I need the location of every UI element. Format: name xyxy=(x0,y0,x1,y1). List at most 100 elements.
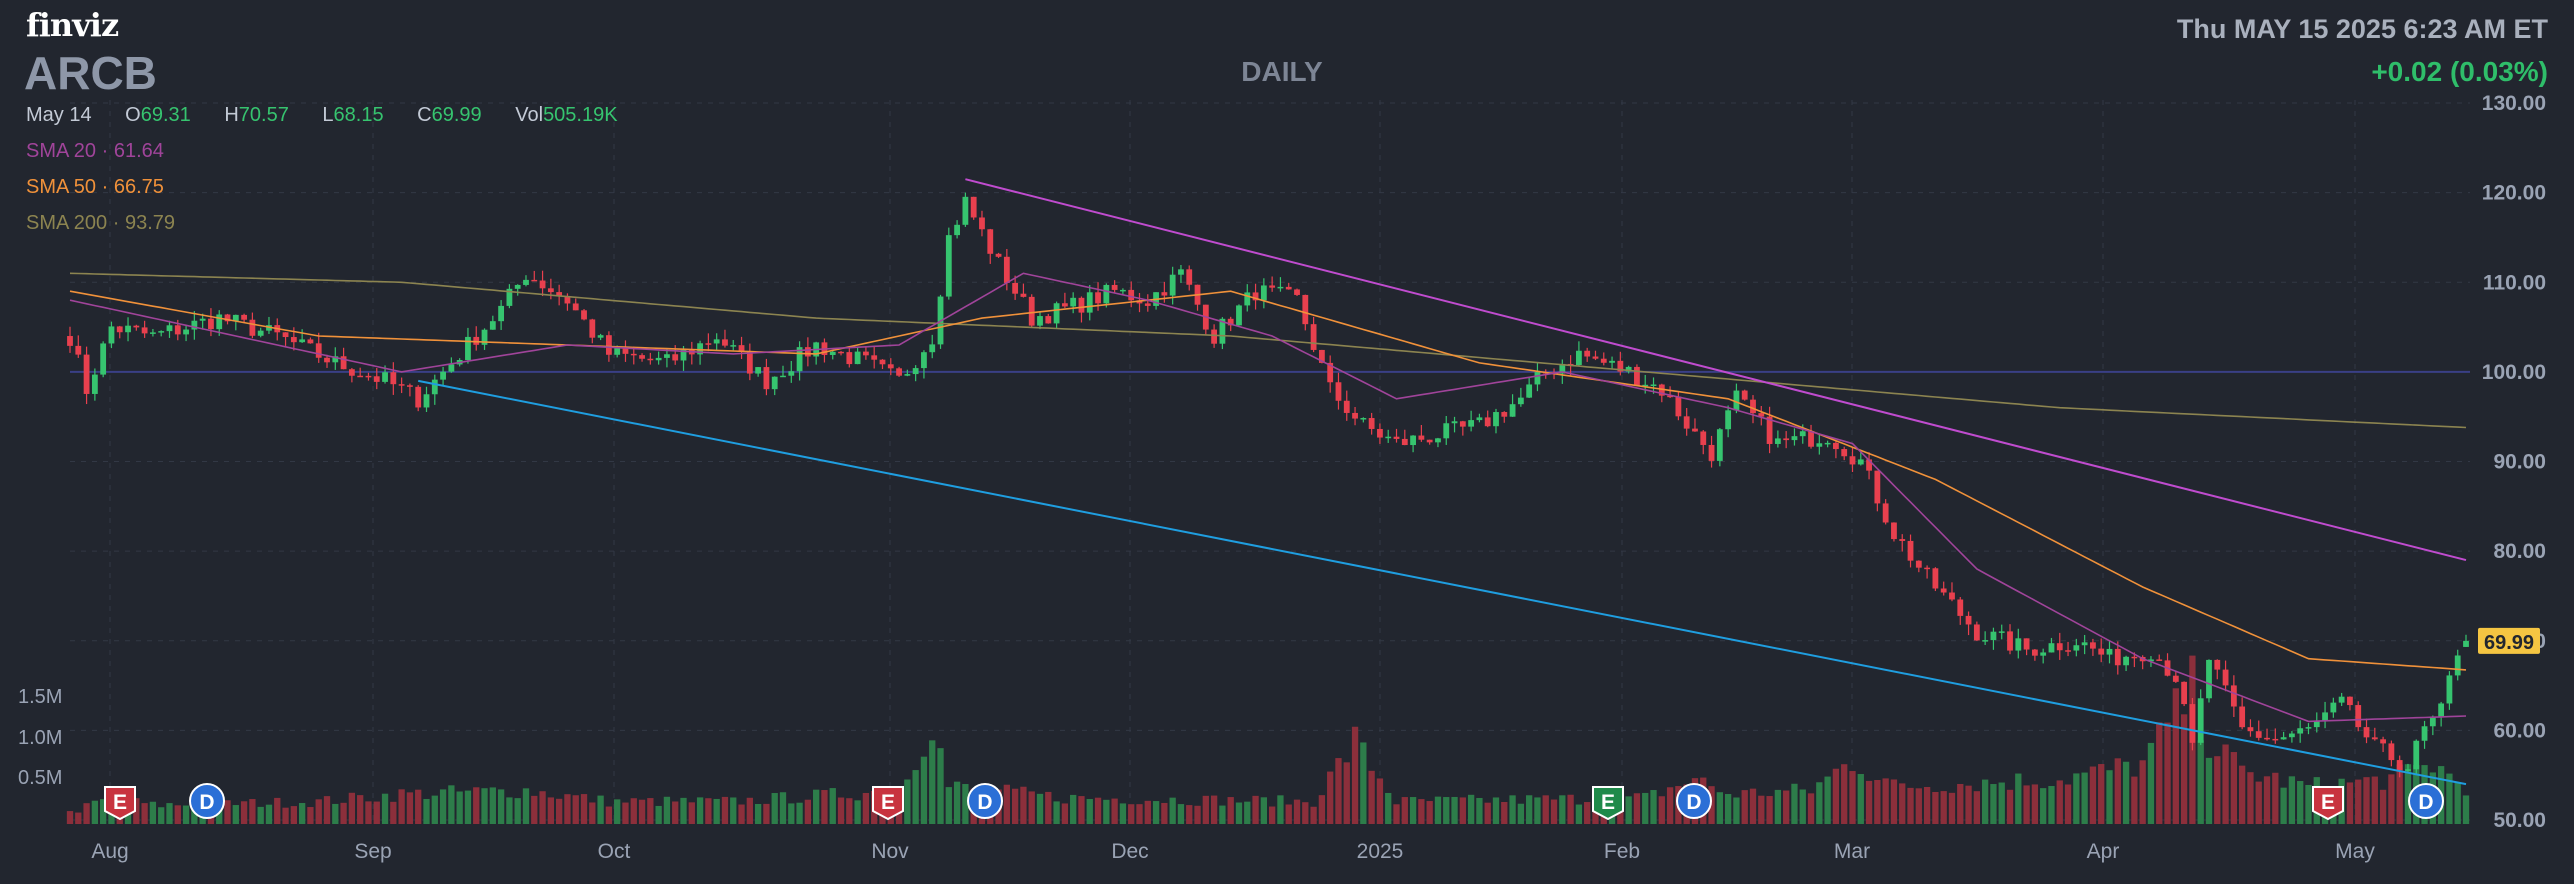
sma50-legend[interactable]: SMA 50 · 66.75 xyxy=(26,176,164,199)
candle-body xyxy=(1915,560,1922,568)
volume-bar xyxy=(1094,797,1102,824)
finviz-logo[interactable]: finviz xyxy=(26,6,119,44)
candle-body xyxy=(2421,726,2428,741)
candle-body xyxy=(979,217,985,230)
volume-bar xyxy=(1990,784,1997,824)
candle-body xyxy=(531,279,538,282)
volume-bar xyxy=(2180,714,2188,824)
volume-bar xyxy=(663,796,671,824)
candle-body xyxy=(2048,643,2055,653)
dividend-badge-shape xyxy=(967,783,1003,819)
volume-bar xyxy=(323,796,331,824)
volume-bar xyxy=(149,801,157,824)
volume-bar xyxy=(497,789,505,824)
volume-tick-label: 1.5M xyxy=(18,686,62,708)
volume-bar xyxy=(332,803,339,824)
candle-body xyxy=(1335,382,1342,401)
volume-bar xyxy=(705,798,712,824)
volume-bar xyxy=(1749,788,1757,824)
candle-body xyxy=(1866,459,1872,471)
y-axis: 130.00120.00110.00100.0090.0080.0070.006… xyxy=(2482,92,2546,832)
volume-bar xyxy=(1252,795,1259,824)
candle-body xyxy=(2363,727,2370,738)
volume-bar xyxy=(514,798,521,824)
candle-body xyxy=(547,288,554,293)
candle-body xyxy=(863,351,869,356)
volume-bar xyxy=(481,788,488,824)
y-tick-label: 100.00 xyxy=(2482,361,2546,384)
volume-bar xyxy=(1973,791,1981,824)
dividend-marker[interactable]: D xyxy=(2408,783,2444,819)
candle-body xyxy=(1368,418,1375,429)
volume-bar xyxy=(357,795,364,824)
candle-body xyxy=(1260,285,1267,301)
candle-body xyxy=(1443,423,1450,439)
sma20-value: 61.64 xyxy=(113,140,164,162)
datetime-label: Thu MAY 15 2025 6:23 AM ET xyxy=(2176,14,2548,44)
sma20-line xyxy=(69,272,2467,723)
candle-body xyxy=(1211,329,1218,344)
candle-body xyxy=(1907,540,1914,561)
earnings-marker[interactable]: E xyxy=(1592,786,1624,821)
volume-bar xyxy=(2139,760,2146,824)
volume-bar xyxy=(1741,790,1748,824)
sma20-legend[interactable]: SMA 20 · 61.64 xyxy=(26,140,164,163)
volume-bar xyxy=(2015,773,2022,824)
dividend-marker[interactable]: D xyxy=(189,783,225,819)
candle-body xyxy=(1045,316,1052,324)
volume-bar xyxy=(1202,795,1209,824)
candle-body xyxy=(373,376,380,382)
volume-bar xyxy=(1575,804,1583,824)
volume-bar xyxy=(1426,801,1433,824)
sma50-value: 66.75 xyxy=(113,176,164,198)
volume-bar xyxy=(1816,782,1823,824)
volume-bar xyxy=(249,799,256,824)
candle-body xyxy=(2023,638,2030,650)
high-value: 70.57 xyxy=(238,104,289,126)
volume-bar xyxy=(282,807,289,824)
candle-body xyxy=(1841,449,1848,457)
candle-body xyxy=(1949,592,1955,600)
volume-bar xyxy=(423,798,430,824)
candle-body xyxy=(440,371,446,380)
candle-body xyxy=(506,288,513,306)
volume-bar xyxy=(390,801,397,824)
candle-body xyxy=(655,357,662,361)
volume-bar xyxy=(1434,796,1442,824)
volume-bar xyxy=(788,803,795,824)
sma50-label: SMA 50 xyxy=(26,176,97,198)
volume-bar xyxy=(240,801,248,824)
volume-bar xyxy=(655,805,662,824)
earnings-marker[interactable]: E xyxy=(872,786,904,821)
candle-body xyxy=(1501,412,1508,417)
candle-body xyxy=(622,348,629,354)
candle-body xyxy=(945,235,952,297)
volume-bar xyxy=(2197,740,2204,824)
volume-bar xyxy=(298,803,306,824)
earnings-marker[interactable]: E xyxy=(2312,786,2344,821)
volume-bar xyxy=(2363,777,2370,824)
dividend-marker[interactable]: D xyxy=(1676,783,1712,819)
candle-body xyxy=(2206,659,2212,699)
sma200-legend[interactable]: SMA 200 · 93.79 xyxy=(26,212,175,235)
volume-bar xyxy=(622,802,629,824)
close-label: C xyxy=(417,104,432,126)
candles xyxy=(67,192,2469,778)
candle-body xyxy=(357,375,364,378)
volume-bar xyxy=(1791,783,1798,824)
volume-bar xyxy=(1351,726,1359,824)
candle-body xyxy=(282,332,289,338)
candle-body xyxy=(332,356,339,363)
volume-bar xyxy=(1227,797,1234,824)
volume-bar xyxy=(2048,786,2055,824)
candle-body xyxy=(1352,412,1358,419)
candle-body xyxy=(838,351,844,354)
volume-label: Vol xyxy=(515,104,544,126)
earnings-marker[interactable]: E xyxy=(104,786,136,821)
volume-bar xyxy=(1981,779,1989,824)
volume-bar xyxy=(1418,799,1425,824)
candle-body xyxy=(2081,642,2088,646)
dividend-marker[interactable]: D xyxy=(967,783,1003,819)
